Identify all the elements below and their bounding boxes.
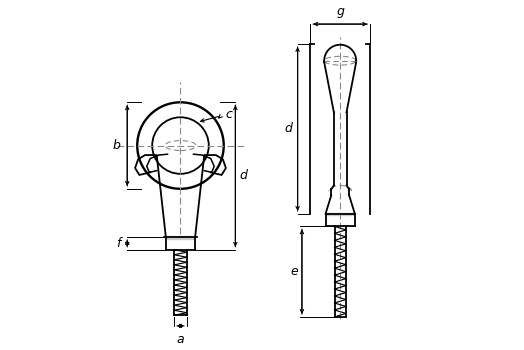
Text: b: b (113, 139, 121, 152)
Text: c: c (225, 107, 232, 121)
Text: d: d (285, 122, 292, 135)
Bar (167, 236, 194, 239)
Text: d: d (239, 169, 247, 182)
Text: a: a (177, 333, 184, 346)
Bar (326, 213, 354, 215)
Text: f: f (116, 237, 121, 250)
Text: e: e (291, 265, 299, 278)
Text: g: g (336, 5, 344, 18)
